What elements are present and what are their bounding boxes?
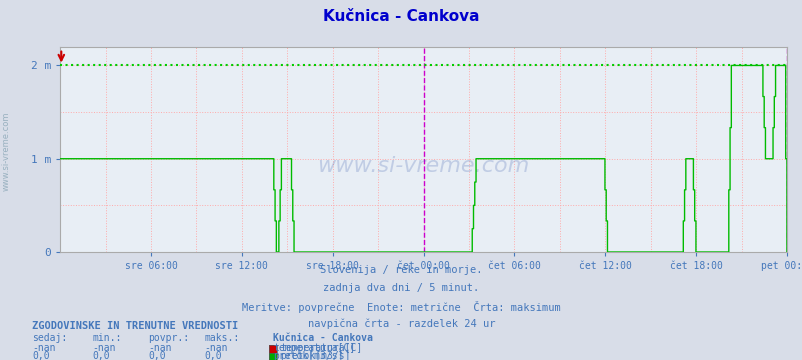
Text: -nan: -nan bbox=[92, 343, 115, 353]
Text: temperatura[C]: temperatura[C] bbox=[280, 343, 362, 353]
Text: 0,0: 0,0 bbox=[205, 351, 222, 360]
Text: Meritve: povprečne  Enote: metrične  Črta: maksimum: Meritve: povprečne Enote: metrične Črta:… bbox=[242, 301, 560, 312]
Text: maks.:: maks.: bbox=[205, 333, 240, 343]
Text: temperatura[C]: temperatura[C] bbox=[273, 343, 354, 353]
Text: Slovenija / reke in morje.: Slovenija / reke in morje. bbox=[320, 265, 482, 275]
Text: 0,0: 0,0 bbox=[92, 351, 110, 360]
Text: Kučnica - Cankova: Kučnica - Cankova bbox=[323, 9, 479, 24]
Text: www.si-vreme.com: www.si-vreme.com bbox=[317, 156, 529, 176]
Text: 0,0: 0,0 bbox=[32, 351, 50, 360]
Text: www.si-vreme.com: www.si-vreme.com bbox=[2, 112, 11, 191]
Text: pretok[m3/s]: pretok[m3/s] bbox=[273, 351, 343, 360]
Text: Kučnica - Cankova: Kučnica - Cankova bbox=[273, 333, 372, 343]
Text: sedaj:: sedaj: bbox=[32, 333, 67, 343]
Text: min.:: min.: bbox=[92, 333, 122, 343]
Text: -nan: -nan bbox=[32, 343, 55, 353]
Text: navpična črta - razdelek 24 ur: navpična črta - razdelek 24 ur bbox=[307, 319, 495, 329]
Text: -nan: -nan bbox=[148, 343, 172, 353]
Text: povpr.:: povpr.: bbox=[148, 333, 189, 343]
Text: zadnja dva dni / 5 minut.: zadnja dva dni / 5 minut. bbox=[323, 283, 479, 293]
Text: ZGODOVINSKE IN TRENUTNE VREDNOSTI: ZGODOVINSKE IN TRENUTNE VREDNOSTI bbox=[32, 321, 238, 332]
Text: pretok[m3/s]: pretok[m3/s] bbox=[280, 351, 350, 360]
Text: 0,0: 0,0 bbox=[148, 351, 166, 360]
Text: -nan: -nan bbox=[205, 343, 228, 353]
